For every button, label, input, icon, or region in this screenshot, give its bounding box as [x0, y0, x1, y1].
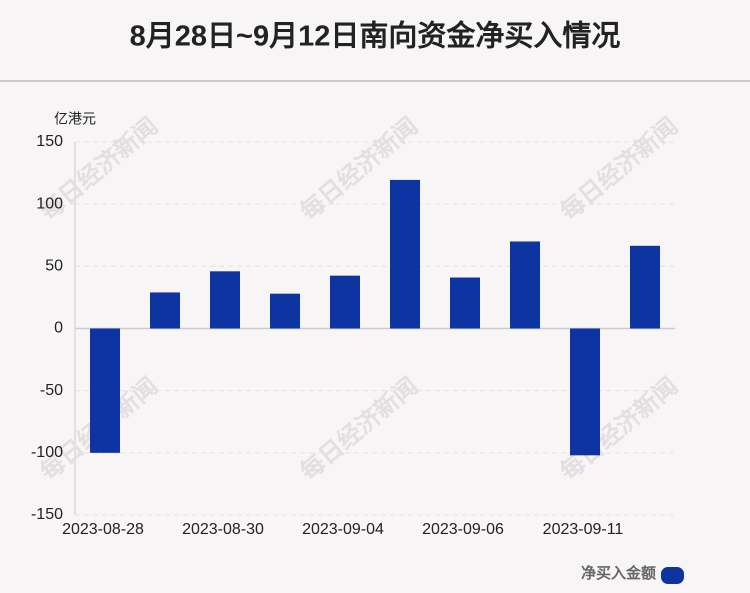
- chart-title: 8月28日~9月12日南向资金净买入情况: [130, 19, 621, 53]
- bar: [150, 292, 180, 329]
- bar: [630, 245, 660, 329]
- y-tick-label: -150: [31, 506, 63, 523]
- y-tick-label: 150: [36, 133, 63, 150]
- bar: [210, 271, 240, 329]
- y-axis-label: 亿港元: [54, 111, 96, 127]
- y-tick-label: 0: [54, 320, 63, 337]
- bar: [570, 328, 600, 456]
- x-tick-label: 2023-08-30: [182, 521, 264, 538]
- x-tick-label: 2023-09-11: [543, 521, 624, 538]
- watermark: 每日经济新闻: [554, 111, 683, 226]
- legend-label: 净买入金额: [581, 564, 656, 582]
- legend-swatch: [661, 567, 684, 584]
- x-tick-label: 2023-09-04: [302, 521, 384, 538]
- x-tick-label: 2023-09-06: [422, 521, 504, 538]
- bar: [270, 293, 300, 329]
- bar: [510, 241, 540, 329]
- bar: [390, 179, 420, 329]
- y-tick-label: 50: [45, 258, 63, 275]
- bar: [330, 275, 360, 329]
- x-tick-label: 2023-08-28: [62, 521, 144, 538]
- y-tick-label: -100: [31, 444, 63, 461]
- watermark: 每日经济新闻: [294, 371, 423, 486]
- bar: [450, 277, 480, 329]
- bar: [90, 328, 120, 453]
- y-tick-label: 100: [36, 195, 63, 212]
- y-tick-label: -50: [40, 382, 63, 399]
